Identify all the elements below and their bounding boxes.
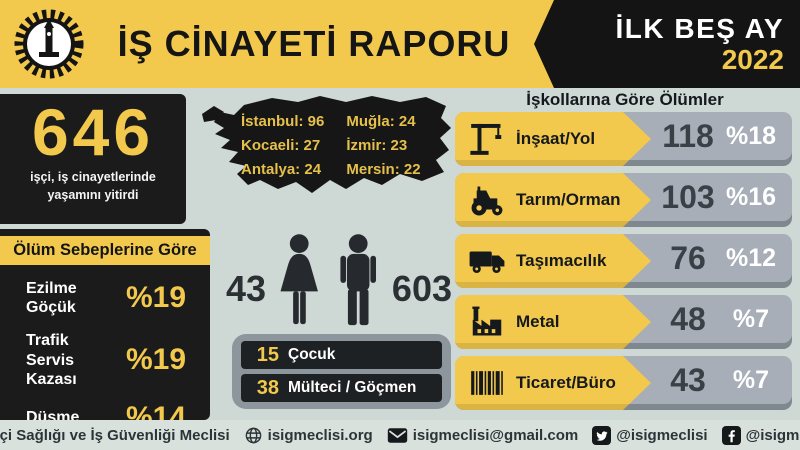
- special-groups-panel: 15 Çocuk 38 Mülteci / Göçmen: [232, 334, 451, 409]
- footer-org: İşçi Sağlığı ve İş Güvenliği Meclisi: [0, 426, 230, 444]
- male-icon: [340, 234, 377, 326]
- cause-row: Trafik Servis Kazası %19: [0, 331, 210, 389]
- period-label: İLK BEŞ AY: [615, 12, 784, 44]
- facebook-icon: [721, 425, 741, 445]
- sector-percent: %7: [732, 365, 770, 394]
- sector-bar-insaat-yol: İnşaat/Yol 118 %18: [455, 112, 792, 166]
- city-stat: Mersin: 22: [346, 161, 421, 178]
- sectors-title: İşkollarına Göre Ölümler: [526, 90, 724, 109]
- city-stat: Kocaeli: 27: [241, 137, 321, 154]
- sector-label: Ticaret/Büro: [516, 373, 616, 392]
- sector-value: 48: [670, 300, 706, 337]
- twitter-icon: [592, 425, 612, 445]
- sector-bar-tarim-orman: Tarım/Orman 103 %16: [455, 173, 792, 227]
- sector-percent: %18: [725, 121, 777, 150]
- turkey-silhouette-icon: [202, 96, 451, 193]
- female-count: 43: [226, 268, 267, 309]
- footer-website: isigmeclisi.org: [244, 426, 373, 445]
- page-title: İŞ CİNAYETİ RAPORU: [117, 23, 511, 64]
- sector-label: Taşımacılık: [516, 251, 607, 270]
- barcode-icon: [468, 362, 506, 404]
- sector-value: 76: [670, 239, 706, 276]
- refugees-label: Mülteci / Göçmen: [288, 379, 417, 396]
- city-stats-column: İstanbul: 96 Kocaeli: 27 Antalya: 24: [241, 113, 324, 178]
- total-deaths-caption: işçi, iş cinayetlerinde yaşamını yitirdi: [30, 170, 156, 202]
- gender-breakdown: 43 603: [226, 232, 452, 332]
- cause-percent: %19: [125, 281, 187, 315]
- sector-value: 118: [662, 117, 714, 154]
- footer: İşçi Sağlığı ve İş Güvenliği Meclisi isi…: [0, 420, 800, 450]
- truck-icon: [468, 240, 506, 282]
- cause-label: Ezilme Göçük: [26, 280, 77, 317]
- male-count: 603: [391, 268, 452, 309]
- sector-bar-ticaret-buro: Ticaret/Büro 43 %7: [455, 356, 792, 410]
- sector-label: Tarım/Orman: [516, 190, 621, 209]
- children-row: 15 Çocuk: [241, 341, 442, 369]
- footer-email: isigmeclisi@gmail.com: [387, 427, 578, 444]
- city-stats-column: Muğla: 24 İzmir: 23 Mersin: 22: [346, 113, 420, 178]
- sector-percent: %12: [725, 243, 777, 272]
- globe-icon: [245, 427, 262, 443]
- city-stats: İstanbul: 96 Kocaeli: 27 Antalya: 24 Muğ…: [241, 113, 421, 178]
- year-label: 2022: [721, 43, 784, 75]
- city-stat: İstanbul: 96: [241, 113, 325, 130]
- total-deaths-panel: 646 işçi, iş cinayetlerinde yaşamını yit…: [0, 94, 186, 224]
- footer-twitter: @isigmeclisi: [592, 425, 708, 445]
- factory-icon: [468, 301, 506, 343]
- total-deaths-value: 646: [31, 95, 155, 169]
- city-stat: Antalya: 24: [241, 161, 322, 178]
- city-stat: Muğla: 24: [346, 113, 416, 130]
- sector-bar-metal: Metal 48 %7: [455, 295, 792, 349]
- sector-label: İnşaat/Yol: [516, 129, 596, 148]
- death-causes-panel: Ölüm Sebeplerine Göre Ezilme Göçük %19 T…: [0, 229, 210, 434]
- turkey-map: İstanbul: 96 Kocaeli: 27 Antalya: 24 Muğ…: [194, 88, 458, 210]
- sector-bar-tasimacilik: Taşımacılık 76 %12: [455, 234, 792, 288]
- tractor-icon: [468, 179, 506, 221]
- cause-row: Ezilme Göçük %19: [0, 279, 210, 317]
- footer-facebook: @isigmeclisi: [721, 425, 800, 445]
- sector-value: 43: [670, 361, 706, 398]
- children-count: 15: [256, 343, 279, 366]
- isig-meclisi-logo-icon: [13, 8, 85, 80]
- cause-percent: %19: [125, 343, 187, 377]
- header: İŞ CİNAYETİ RAPORU İLK BEŞ AY 2022: [0, 0, 800, 88]
- sector-value: 103: [661, 178, 715, 215]
- sector-percent: %7: [732, 304, 770, 333]
- sector-percent: %16: [725, 182, 777, 211]
- city-stat: İzmir: 23: [346, 137, 408, 154]
- death-causes-title: Ölüm Sebeplerine Göre: [0, 236, 210, 265]
- header-period-block: İLK BEŞ AY 2022: [534, 0, 800, 88]
- refugees-row: 38 Mülteci / Göçmen: [241, 374, 442, 402]
- children-label: Çocuk: [288, 346, 336, 363]
- crane-icon: [468, 118, 506, 160]
- cause-label: Trafik Servis Kazası: [26, 332, 77, 388]
- female-icon: [280, 234, 318, 325]
- refugees-count: 38: [256, 376, 279, 399]
- sector-label: Metal: [516, 312, 560, 331]
- envelope-icon: [387, 427, 407, 443]
